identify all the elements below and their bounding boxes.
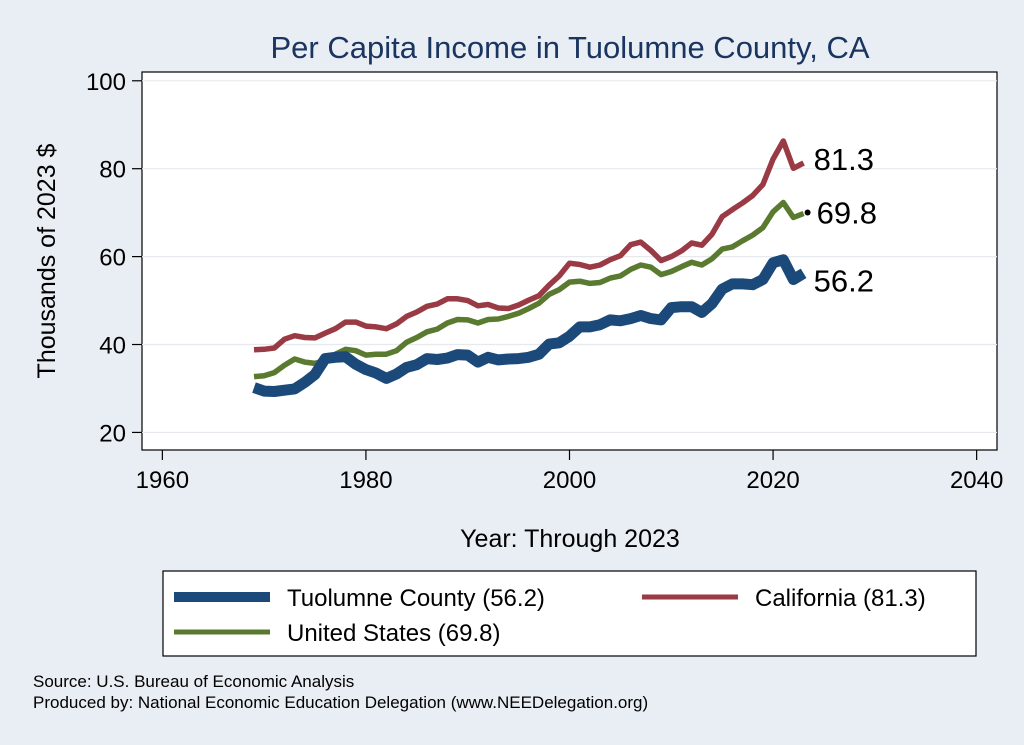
x-tick-label: 2000 — [543, 467, 596, 494]
y-axis-title: Thousands of 2023 $ — [33, 143, 61, 378]
y-tick-label: 80 — [99, 157, 126, 184]
source-note: Source: U.S. Bureau of Economic Analysis — [33, 672, 354, 691]
legend-box — [162, 570, 977, 657]
legend-label-california: California (81.3) — [755, 585, 926, 612]
chart-title: Per Capita Income in Tuolumne County, CA — [270, 30, 869, 65]
y-tick-label: 20 — [99, 420, 126, 447]
end-labels: 56.2 81.3 69.8 — [804, 142, 877, 298]
produced-note: Produced by: National Economic Education… — [33, 693, 648, 712]
x-tick-label: 1960 — [136, 467, 189, 494]
legend: Tuolumne County (56.2) California (81.3)… — [162, 570, 977, 657]
x-axis-title: Year: Through 2023 — [460, 525, 680, 553]
legend-label-tuolumne: Tuolumne County (56.2) — [287, 585, 545, 612]
end-label-california: 81.3 — [814, 142, 874, 177]
series-lines — [252, 138, 807, 397]
series-line-california — [253, 138, 805, 353]
series-line-united-states — [253, 199, 805, 380]
end-label-united-states: 69.8 — [817, 196, 877, 231]
x-tick-label: 2040 — [950, 467, 1003, 494]
y-tick-label: 40 — [99, 333, 126, 360]
legend-label-united-states: United States (69.8) — [287, 620, 500, 647]
end-label-tuolumne: 56.2 — [814, 263, 874, 298]
end-marker-united-states — [804, 209, 811, 216]
x-tick-label: 1980 — [339, 467, 392, 494]
y-tick-label: 60 — [99, 245, 126, 272]
gridlines — [142, 80, 997, 434]
series-line-tuolumne — [252, 254, 807, 397]
x-tick-label: 2020 — [746, 467, 799, 494]
y-tick-label: 100 — [86, 69, 126, 96]
